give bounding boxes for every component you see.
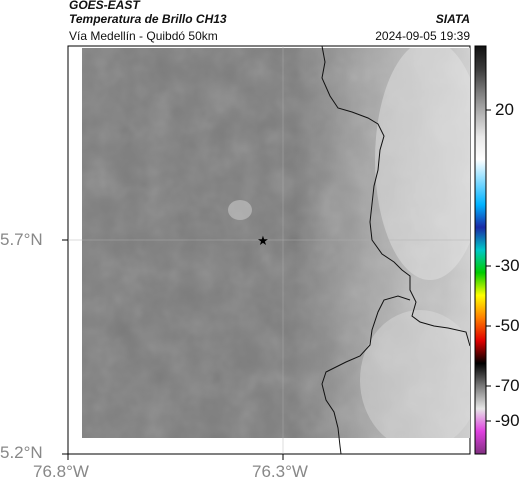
colorbar-label-2: -30 [495,256,520,275]
y-tick-label-1: 5.7°N [0,230,43,249]
header-product: Temperatura de Brillo CH13 [69,12,227,26]
satellite-image [82,48,470,438]
x-tick-label-1: 76.8°W [33,462,89,481]
location-marker: ★ [257,233,269,248]
colorbar-label-5: -90 [495,411,520,430]
header-satellite: GOES-EAST [69,0,140,12]
colorbar-label-1: 20 [495,100,514,119]
colorbar-label-3: -50 [495,316,520,335]
header-route: Vía Medellín - Quibdó 50km [69,29,218,43]
header-agency: SIATA [435,12,470,26]
x-tick-label-2: 76.3°W [252,462,308,481]
colorbar [474,45,487,455]
y-tick-label-2: 5.2°N [0,443,43,462]
header-datetime: 2024-09-05 19:39 [375,29,470,43]
colorbar-label-4: -70 [495,376,520,395]
border-line [321,45,471,455]
